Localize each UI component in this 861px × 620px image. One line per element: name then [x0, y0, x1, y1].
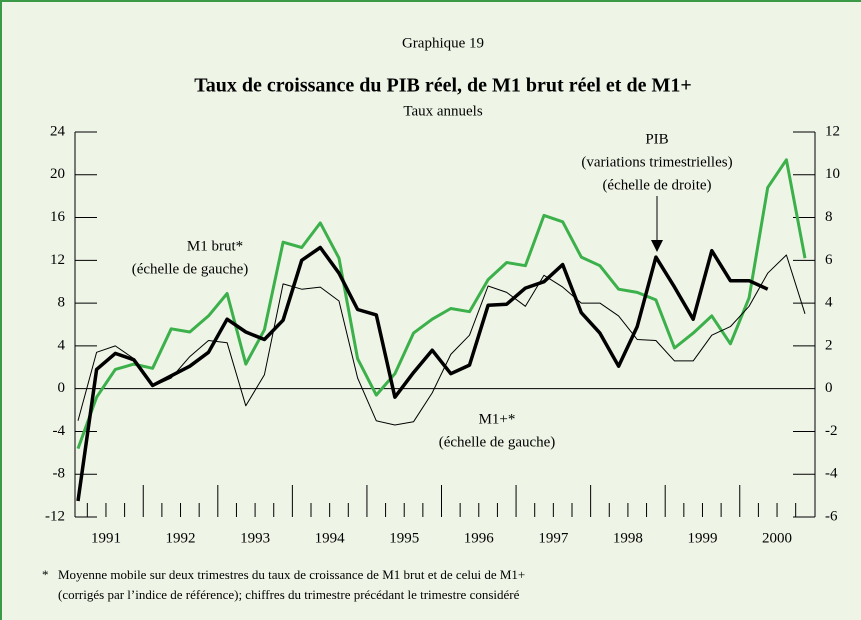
- y-tick-label: 24: [50, 123, 66, 139]
- footnote: (corrigés par l’indice de référence); ch…: [58, 587, 520, 602]
- y-tick-label: 8: [58, 295, 66, 311]
- x-tick-label: 1996: [464, 530, 495, 546]
- x-tick-label: 1997: [538, 530, 569, 546]
- y2-tick-label: -2: [825, 423, 838, 439]
- supertitle: Graphique 19: [402, 35, 484, 51]
- footnote: Moyenne mobile sur deux trimestres du ta…: [58, 567, 525, 582]
- y-tick-label: 16: [50, 209, 66, 225]
- series-line: [76, 158, 807, 450]
- y-tick-label: -4: [53, 423, 66, 439]
- y-tick-label: 20: [50, 166, 65, 182]
- y-tick-label: 4: [58, 337, 66, 353]
- x-tick-label: 1998: [613, 530, 643, 546]
- x-tick-label: 1992: [166, 530, 196, 546]
- y2-tick-label: 6: [825, 252, 833, 268]
- series-line: [77, 254, 806, 426]
- x-tick-label: 1994: [315, 530, 346, 546]
- x-tick-label: 1991: [91, 530, 121, 546]
- annotation: (échelle de gauche): [132, 261, 249, 277]
- y2-tick-label: 10: [825, 166, 840, 182]
- x-tick-label: 1999: [687, 530, 717, 546]
- y2-tick-label: 8: [825, 209, 833, 225]
- annotation: M1 brut*: [187, 238, 243, 254]
- annotation: PIB: [645, 131, 668, 147]
- annotation: (variations trimestrielles): [581, 154, 732, 170]
- y2-tick-label: -4: [825, 466, 838, 482]
- y2-tick-label: 0: [825, 380, 833, 396]
- y2-tick-label: 12: [825, 123, 840, 139]
- y2-tick-label: -6: [825, 508, 838, 524]
- annotation: (échelle de gauche): [439, 434, 556, 450]
- chart-title: Taux de croissance du PIB réel, de M1 br…: [194, 75, 691, 97]
- arrow-head: [651, 240, 663, 252]
- y-tick-label: 0: [58, 380, 66, 396]
- footnote-marker: *: [42, 567, 49, 582]
- x-tick-label: 1993: [240, 530, 270, 546]
- x-tick-label: 2000: [762, 530, 792, 546]
- y-tick-label: -8: [53, 466, 66, 482]
- y-tick-label: -12: [45, 508, 65, 524]
- x-tick-label: 1995: [389, 530, 419, 546]
- subtitle: Taux annuels: [403, 103, 483, 119]
- y-tick-label: 12: [50, 252, 65, 268]
- y2-tick-label: 2: [825, 337, 833, 353]
- annotation: M1+*: [479, 411, 516, 427]
- y2-tick-label: 4: [825, 295, 833, 311]
- series-line: [76, 245, 769, 502]
- annotation: (échelle de droite): [602, 177, 711, 193]
